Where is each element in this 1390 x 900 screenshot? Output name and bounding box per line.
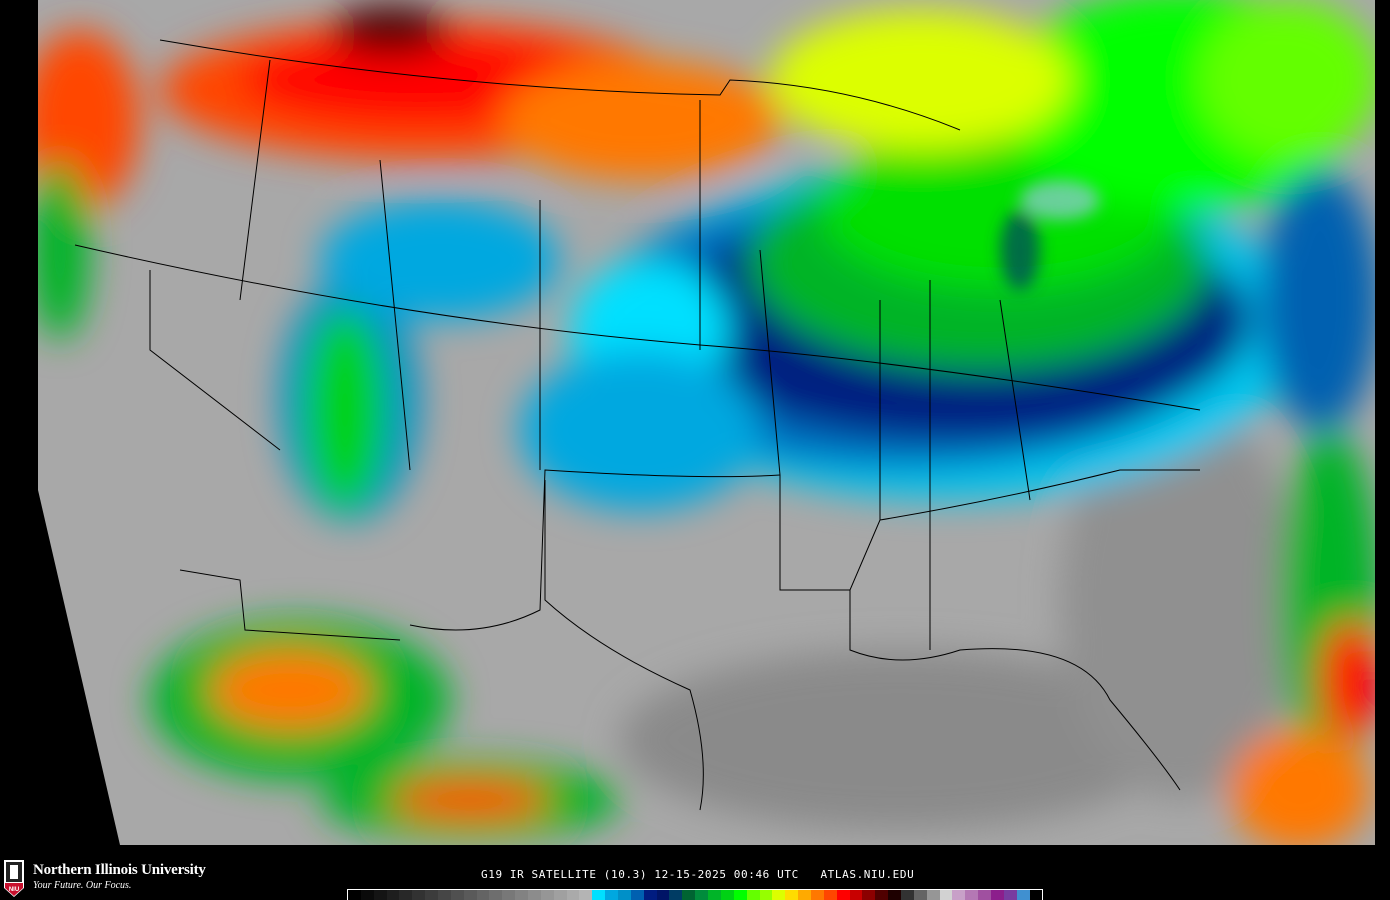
colorbar-swatch: [733, 890, 747, 900]
image-caption: G19 IR SATELLITE (10.3) 12-15-2025 00:46…: [481, 868, 915, 881]
colorbar-swatch: [540, 890, 554, 900]
colorbar-swatch: [798, 890, 811, 900]
colorbar-swatch: [836, 890, 850, 900]
colorbar-swatch: [746, 890, 760, 900]
colorbar-swatch: [669, 890, 683, 900]
svg-text:NIU: NIU: [9, 887, 19, 893]
colorbar-swatch: [810, 890, 824, 900]
university-name: Northern Illinois University: [33, 862, 206, 878]
colorbar-swatch: [695, 890, 709, 900]
colorbar-swatch: [476, 890, 490, 900]
state-borders: [74, 39, 1201, 811]
colorbar-swatch: [978, 890, 991, 900]
colorbar-swatch: [399, 890, 413, 900]
colorbar-swatch: [1003, 890, 1017, 900]
colorbar-swatch: [605, 890, 619, 900]
colorbar-swatch: [630, 890, 644, 900]
cloud-imagery: [38, 0, 1375, 845]
colorbar-swatch: [450, 890, 464, 900]
colorbar-swatch: [489, 890, 503, 900]
colorbar-swatch: [1016, 890, 1030, 900]
colorbar-swatch: [579, 890, 593, 900]
colorbar-swatch: [618, 890, 631, 900]
colorbar-swatch: [952, 890, 966, 900]
colorbar-swatch: [386, 890, 400, 900]
colorbar-swatch: [515, 890, 529, 900]
colorbar-swatch: [1029, 890, 1043, 900]
colorbar-swatch: [553, 890, 567, 900]
colorbar-swatch: [348, 890, 361, 900]
colorbar-swatch: [438, 890, 451, 900]
colorbar-swatch: [528, 890, 541, 900]
temperature-colorbar: [347, 889, 1043, 900]
colorbar-swatch: [939, 890, 953, 900]
colorbar-swatch: [990, 890, 1004, 900]
colorbar-swatch: [772, 890, 786, 900]
colorbar-swatch: [849, 890, 863, 900]
colorbar-swatch: [360, 890, 374, 900]
colorbar-swatch: [888, 890, 901, 900]
colorbar-swatch: [643, 890, 657, 900]
colorbar-swatch: [823, 890, 837, 900]
colorbar-swatch: [566, 890, 580, 900]
colorbar-swatch: [502, 890, 516, 900]
colorbar-swatch: [759, 890, 773, 900]
colorbar-swatch: [862, 890, 876, 900]
colorbar-swatch: [425, 890, 439, 900]
colorbar-swatch: [785, 890, 799, 900]
colorbar-swatch: [900, 890, 914, 900]
colorbar-swatch: [720, 890, 734, 900]
colorbar-swatch: [965, 890, 979, 900]
colorbar-swatch: [656, 890, 670, 900]
colorbar-swatch: [682, 890, 696, 900]
colorbar-swatch: [412, 890, 426, 900]
colorbar-swatch: [708, 890, 721, 900]
colorbar-swatch: [875, 890, 889, 900]
colorbar-swatch: [926, 890, 940, 900]
colorbar-swatch: [463, 890, 477, 900]
niu-logo: NIU: [4, 860, 24, 897]
university-tagline: Your Future. Our Focus.: [33, 880, 132, 891]
colorbar-swatch: [373, 890, 387, 900]
satellite-map: [38, 0, 1375, 845]
colorbar-swatch: [913, 890, 927, 900]
colorbar-swatch: [592, 890, 606, 900]
